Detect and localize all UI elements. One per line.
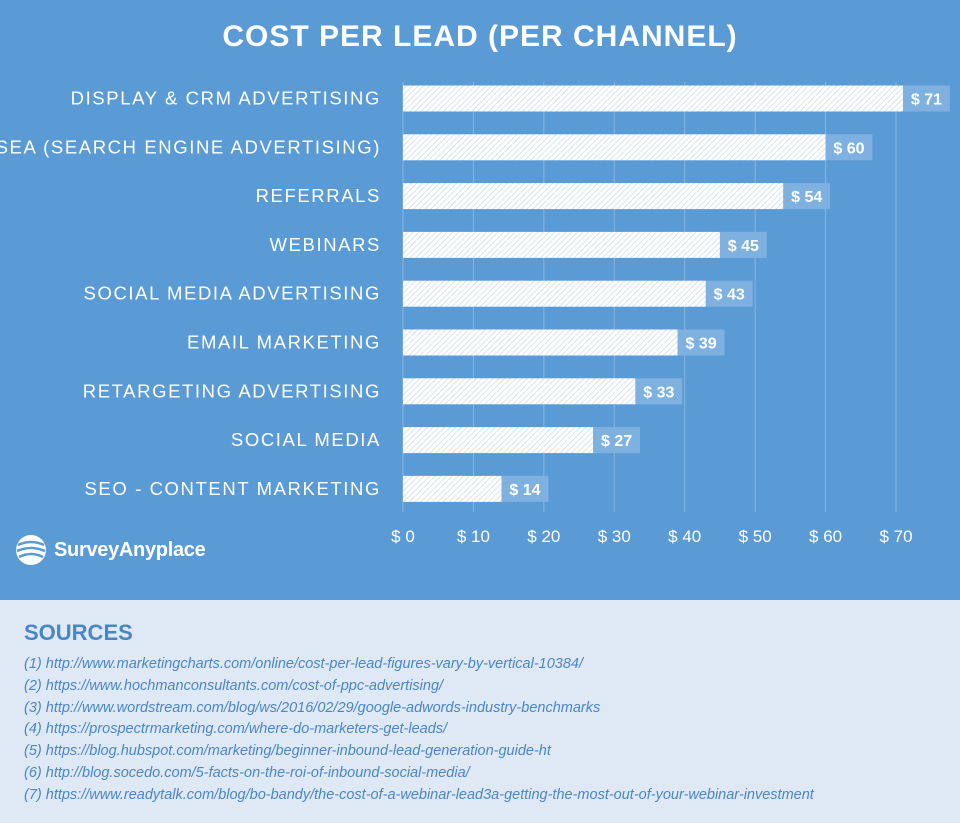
value-label-box	[501, 475, 549, 502]
value-label-box	[635, 378, 683, 405]
value-label: $ 27	[601, 433, 632, 450]
bar	[403, 85, 904, 112]
x-tick-label: $ 30	[598, 527, 631, 546]
x-tick-label: $ 70	[879, 527, 912, 546]
x-tick-label: $ 60	[809, 527, 842, 546]
x-tick-label: $ 0	[391, 527, 415, 546]
category-label: SOCIAL MEDIA	[231, 429, 381, 450]
survey-anyplace-logo-icon	[16, 535, 46, 565]
value-label: $ 39	[686, 336, 717, 353]
bar	[403, 329, 678, 356]
chart-title: COST PER LEAD (PER CHANNEL)	[222, 20, 738, 53]
category-label: WEBINARS	[270, 234, 381, 255]
brand-logo: SurveyAnyplace	[14, 533, 206, 567]
bar	[403, 280, 706, 307]
value-label-box	[719, 231, 767, 258]
x-axis-ticks: $ 0 $ 10 $ 20 $ 30 $ 40 $ 50 $ 60 $ 70	[391, 527, 912, 546]
value-label-box	[903, 85, 950, 112]
sources-title: SOURCES	[24, 620, 133, 645]
bar	[403, 231, 720, 258]
bar	[403, 427, 594, 454]
bar-chart: $ 71 $ 60 $ 54 $ 45 $ 43 $ 39 $ 33 $ 27 $ 14 DIS…	[0, 82, 950, 546]
x-tick-label: $ 40	[668, 527, 701, 546]
bars: $ 71 $ 60 $ 54 $ 45 $ 43 $ 39 $ 33 $ 27 $ 14	[403, 85, 950, 502]
value-label-box	[825, 134, 873, 161]
category-label: RETARGETING ADVERTISING	[83, 380, 381, 401]
value-label: $ 45	[728, 238, 759, 255]
brand-name: SurveyAnyplace	[54, 538, 206, 561]
value-label-box	[783, 183, 831, 210]
bar	[403, 134, 826, 161]
value-label: $ 33	[643, 384, 674, 401]
bar	[403, 183, 784, 210]
category-label: SEA (SEARCH ENGINE ADVERTISING)	[0, 136, 381, 157]
value-label-box	[677, 329, 725, 356]
source-item: (7) https://www.readytalk.com/blog/bo-ba…	[24, 786, 814, 803]
value-label-box	[705, 280, 753, 307]
source-item: (3) http://www.wordstream.com/blog/ws/20…	[24, 699, 601, 716]
category-label: REFERRALS	[256, 185, 381, 206]
bar	[403, 378, 636, 405]
category-labels: DISPLAY & CRM ADVERTISING SEA (SEARCH ENG…	[0, 88, 381, 499]
value-label-box	[593, 427, 640, 454]
value-label: $ 54	[791, 189, 822, 206]
source-item: (4) https://prospectrmarketing.com/where…	[24, 721, 448, 738]
source-item: (2) https://www.hochmanconsultants.com/c…	[24, 677, 444, 694]
x-tick-label: $ 20	[527, 527, 560, 546]
category-label: EMAIL MARKETING	[187, 332, 381, 353]
category-label: SOCIAL MEDIA ADVERTISING	[84, 283, 381, 304]
category-label: SEO - CONTENT MARKETING	[84, 478, 381, 499]
value-label: $ 14	[509, 482, 540, 499]
source-item: (6) http://blog.socedo.com/5-facts-on-th…	[24, 764, 470, 781]
source-item: (5) https://blog.hubspot.com/marketing/b…	[24, 743, 551, 760]
value-label: $ 43	[714, 287, 745, 304]
chart-panel: COST PER LEAD (PER CHANNEL) $ 71 $ 60 $ 54…	[0, 0, 960, 600]
bar	[403, 475, 502, 502]
category-label: DISPLAY & CRM ADVERTISING	[71, 88, 381, 109]
x-tick-label: $ 10	[457, 527, 490, 546]
value-label: $ 60	[833, 140, 864, 157]
source-item: (1) http://www.marketingcharts.com/onlin…	[24, 656, 584, 672]
value-label: $ 71	[911, 92, 942, 109]
x-tick-label: $ 50	[739, 527, 772, 546]
sources-list: (1) http://www.marketingcharts.com/onlin…	[24, 654, 814, 807]
sources-panel: SOURCES (1) http://www.marketingcharts.c…	[0, 600, 960, 823]
